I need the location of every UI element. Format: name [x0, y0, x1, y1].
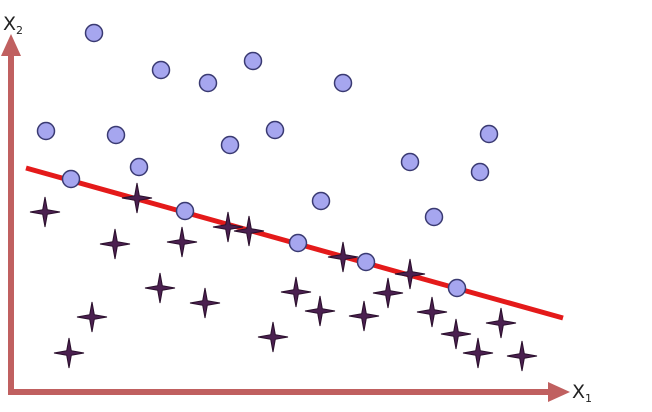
circle-point: [198, 73, 218, 93]
circle-point: [447, 278, 467, 298]
star-point: [76, 301, 108, 333]
circle-point: [36, 121, 56, 141]
star-point: [372, 277, 404, 309]
circle-point: [479, 124, 499, 144]
star-point: [416, 296, 448, 328]
y-axis-arrowhead: [1, 34, 21, 56]
star-point: [462, 337, 494, 369]
circle-point: [243, 51, 263, 71]
circle-point: [220, 135, 240, 155]
star-point: [144, 272, 176, 304]
circle-point: [288, 233, 308, 253]
star-point: [233, 215, 265, 247]
y-axis-label-subscript: 2: [16, 24, 23, 37]
axes: [1, 34, 570, 402]
star-point: [29, 196, 61, 228]
data-points: [29, 23, 538, 372]
star-point: [257, 321, 289, 353]
circle-point: [333, 73, 353, 93]
circle-point: [84, 23, 104, 43]
star-point: [212, 211, 244, 243]
circle-point: [265, 120, 285, 140]
circle-point: [424, 207, 444, 227]
x-axis-label: X1: [572, 381, 592, 405]
star-point: [440, 318, 472, 350]
circle-point: [106, 125, 126, 145]
x-axis-arrowhead: [548, 382, 570, 402]
star-point: [485, 307, 517, 339]
circle-point: [61, 169, 81, 189]
x-axis-label-main: X: [572, 381, 585, 403]
circle-point: [356, 252, 376, 272]
circle-point: [470, 162, 490, 182]
star-point: [394, 258, 426, 290]
circle-point: [400, 152, 420, 172]
star-point: [166, 226, 198, 258]
circle-point: [311, 191, 331, 211]
star-point: [304, 295, 336, 327]
star-point: [189, 287, 221, 319]
circle-point: [129, 157, 149, 177]
circle-point: [151, 60, 171, 80]
x-axis-label-subscript: 1: [585, 392, 592, 405]
star-point: [53, 337, 85, 369]
star-point: [506, 340, 538, 372]
star-point: [121, 182, 153, 214]
y-axis-label: X2: [3, 13, 23, 37]
star-point: [99, 228, 131, 260]
star-point: [327, 241, 359, 273]
y-axis-label-main: X: [3, 13, 16, 35]
circle-point: [175, 201, 195, 221]
star-point: [280, 276, 312, 308]
star-point: [348, 300, 380, 332]
